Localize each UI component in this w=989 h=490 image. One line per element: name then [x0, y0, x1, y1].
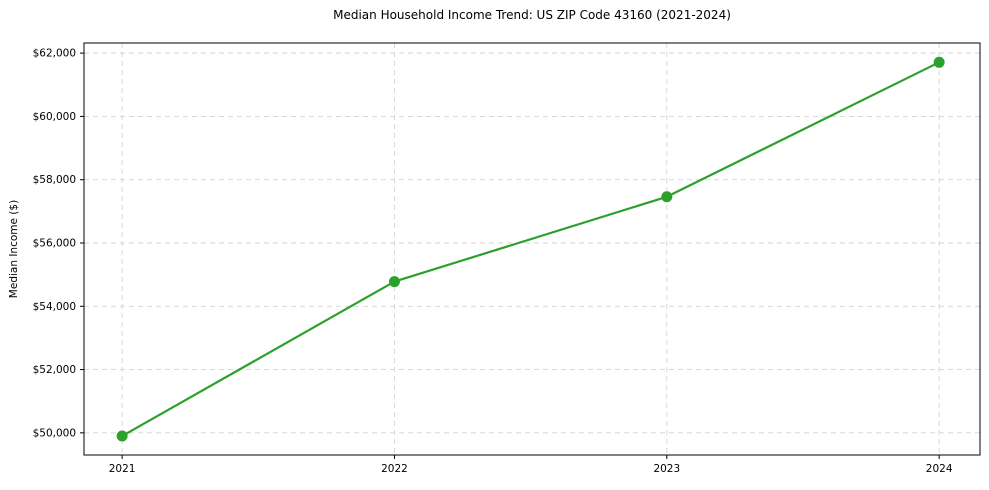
y-tick-label: $60,000 [33, 111, 76, 123]
chart-title: Median Household Income Trend: US ZIP Co… [333, 8, 731, 22]
trend-line [121, 61, 941, 438]
y-tick-label: $58,000 [33, 174, 76, 186]
x-tick-label: 2022 [381, 463, 408, 475]
x-tick-label: 2021 [109, 463, 136, 475]
y-tick-label: $56,000 [33, 237, 76, 249]
plot-border [83, 42, 981, 456]
y-tick-label: $50,000 [33, 427, 76, 439]
y-tick-label: $52,000 [33, 364, 76, 376]
x-tick-label: 2024 [926, 463, 953, 475]
y-tick-label: $54,000 [33, 301, 76, 313]
data-point [661, 191, 673, 203]
y-tick-label: $62,000 [33, 48, 76, 60]
x-tick-label: 2023 [653, 463, 680, 475]
data-point [116, 430, 128, 442]
y-axis-label: Median Income ($) [8, 199, 20, 299]
data-point [933, 56, 945, 68]
data-point [388, 276, 400, 288]
